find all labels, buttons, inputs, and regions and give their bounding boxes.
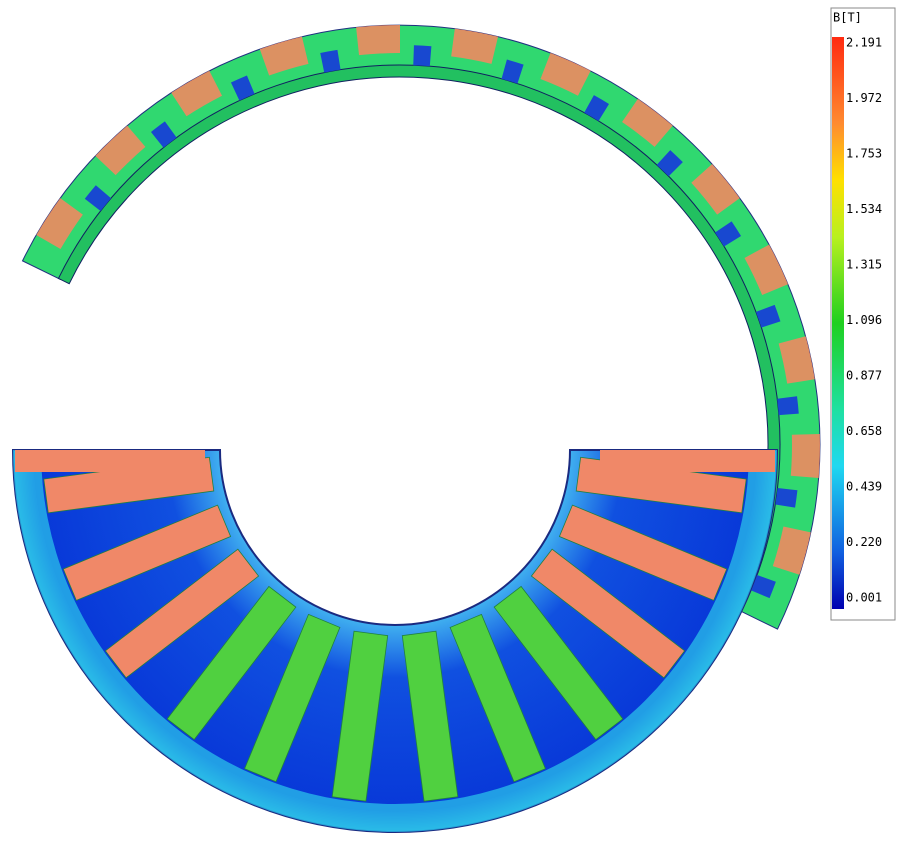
legend-label: 0.658: [846, 424, 882, 438]
ring-gap: [751, 574, 776, 599]
ring-gap: [584, 95, 609, 121]
legend-label: 1.753: [846, 147, 882, 161]
ring-gap: [777, 396, 799, 416]
legend-title: B[T]: [833, 11, 862, 25]
ring-pole: [778, 336, 815, 384]
stator-tooth: [530, 548, 686, 679]
stator-tooth: [104, 548, 260, 679]
ring-pole: [744, 244, 789, 295]
ring-pole: [36, 198, 83, 249]
stator-tooth: [558, 504, 728, 601]
ring-pole: [772, 526, 811, 575]
stator-tooth: [331, 630, 389, 802]
ring-gap: [230, 75, 255, 101]
ring-pole: [622, 98, 673, 147]
legend-labels: 2.191 1.972 1.753 1.534 1.315 1.096 0.877 0.658…: [846, 36, 882, 605]
ring-pole: [691, 163, 740, 215]
ring-pole: [790, 434, 820, 478]
ring-pole: [451, 28, 499, 64]
legend-label: 0.001: [846, 591, 882, 605]
ring-gap: [775, 488, 798, 508]
ring-gap: [755, 304, 781, 328]
ring-gap: [413, 45, 432, 67]
ring-pole: [356, 25, 400, 56]
legend: B[T] 2.191 1.972 1.753 1.534 1.315 1.096 0.877…: [830, 7, 896, 621]
stator-tooth: [401, 630, 459, 802]
legend-label: 1.315: [846, 258, 882, 272]
ring-gap: [150, 121, 177, 148]
legend-label: 1.534: [846, 202, 882, 216]
ring-gap: [320, 49, 341, 73]
legend-label: 0.439: [846, 480, 882, 494]
geometry: [11, 24, 821, 833]
stator-tooth: [62, 504, 232, 601]
legend-label: 0.220: [846, 535, 882, 549]
ring-gap: [501, 59, 524, 84]
ring-gap: [84, 185, 112, 212]
stator-tooth: [493, 585, 624, 741]
legend-label: 2.191: [846, 36, 882, 50]
ring-pole: [540, 52, 591, 96]
stator-tooth: [166, 585, 297, 741]
legend-label: 0.877: [846, 369, 882, 383]
ring-gap: [715, 221, 742, 247]
stator-top-right: [600, 450, 775, 472]
ring-gap: [656, 150, 683, 177]
color-bar: [832, 37, 844, 609]
stator-tooth: [244, 613, 341, 783]
legend-label: 1.972: [846, 91, 882, 105]
stator-tooth: [449, 613, 546, 783]
ring-pole: [95, 125, 146, 176]
ring-pole: [259, 36, 309, 76]
legend-label: 1.096: [846, 313, 882, 327]
ring-pole: [171, 70, 223, 117]
stator-top-left: [15, 450, 205, 472]
